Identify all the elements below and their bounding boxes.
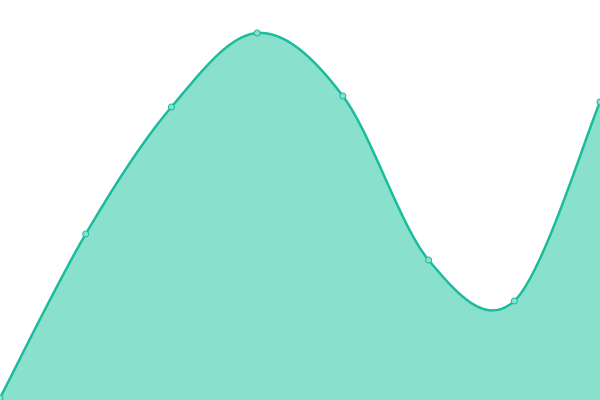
point <box>167 103 175 111</box>
area <box>0 32 600 400</box>
point <box>339 92 347 100</box>
point <box>253 29 261 37</box>
point <box>425 256 433 264</box>
point <box>596 98 600 106</box>
point <box>82 230 90 238</box>
point <box>0 394 4 400</box>
point <box>510 297 518 305</box>
